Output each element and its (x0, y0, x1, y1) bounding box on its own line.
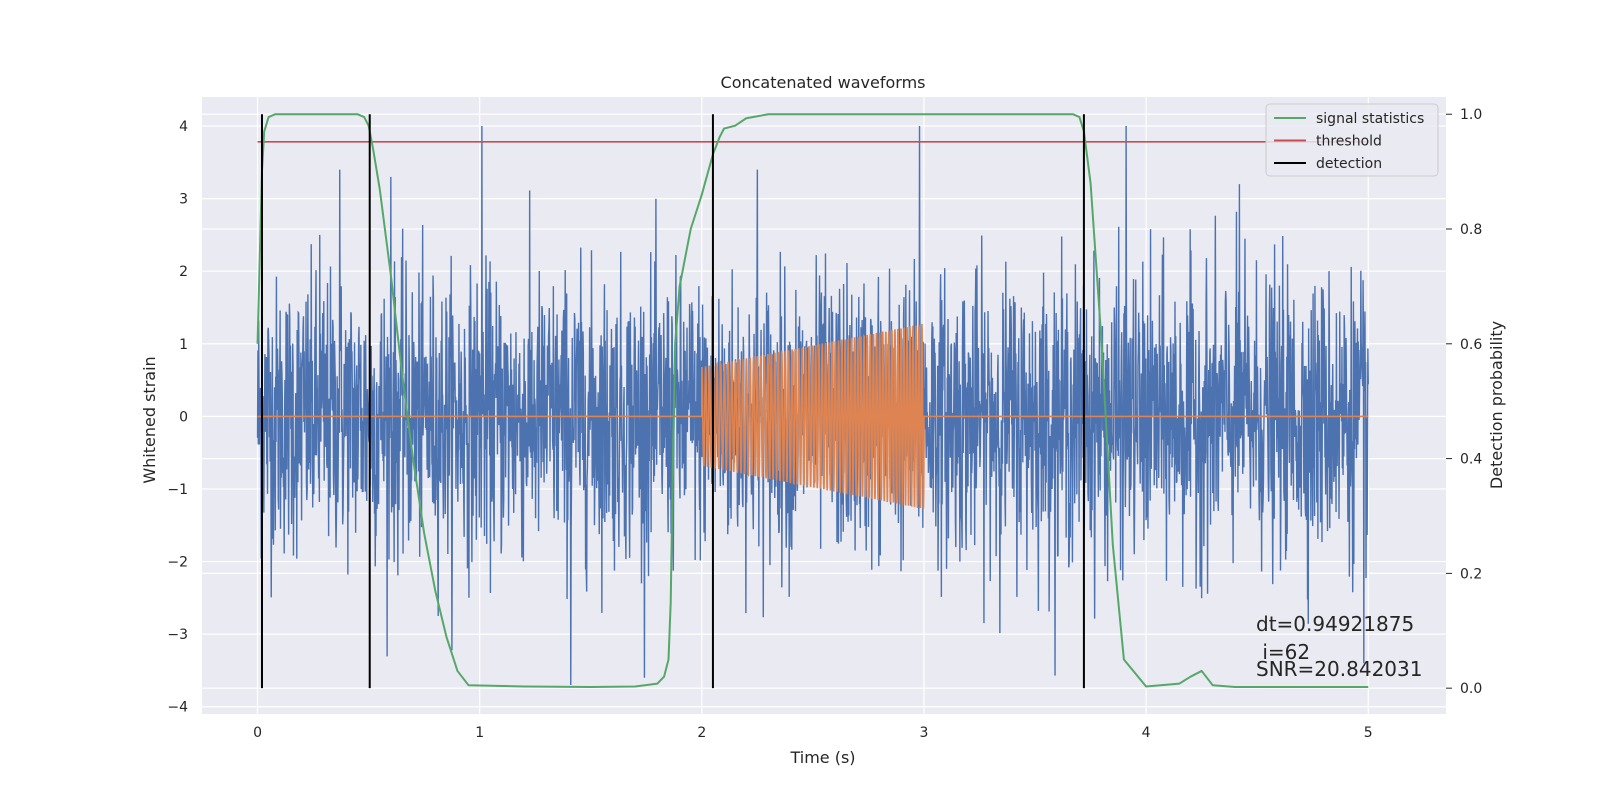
legend-label-threshold: threshold (1316, 134, 1382, 150)
y-tick-label: −3 (167, 627, 188, 643)
legend-box (1265, 103, 1439, 177)
legend-label-signal-statistics: signal statistics (1316, 111, 1424, 127)
y-tick-label: 4 (179, 119, 188, 135)
x-axis-ticks: 0 1 2 3 4 5 (253, 725, 1373, 741)
y-right-tick-label: 1.0 (1460, 107, 1482, 123)
x-tick-label: 4 (1142, 725, 1151, 741)
x-tick-label: 0 (253, 725, 262, 741)
y-axis-label: Whitened strain (140, 356, 159, 483)
chart-title: Concatenated waveforms (721, 73, 926, 92)
template-series-line (257, 323, 1369, 509)
y-right-tick-label: 0.8 (1460, 222, 1482, 238)
y-tick-label: −1 (167, 482, 188, 498)
annotation-snr: SNR=20.842031 (1256, 657, 1422, 681)
x-tick-label: 5 (1364, 725, 1373, 741)
y-right-tick-label: 0.2 (1460, 566, 1482, 582)
y-right-tick-label: 0.0 (1460, 681, 1482, 697)
y-tick-label: 3 (179, 192, 188, 208)
x-axis-label: Time (s) (789, 748, 855, 767)
y-right-axis-ticks: 0.0 0.2 0.4 0.6 0.8 1.0 (1446, 107, 1482, 697)
annotation-index: i=62 (1256, 640, 1310, 664)
y-tick-label: 0 (179, 409, 188, 425)
series-layer (256, 113, 1369, 689)
legend: signal statistics threshold detection (1265, 103, 1439, 177)
annotation-dt: dt=0.94921875 (1256, 612, 1414, 636)
x-tick-label: 3 (920, 725, 929, 741)
x-tick-label: 1 (475, 725, 484, 741)
legend-label-detection: detection (1316, 156, 1382, 172)
y-right-tick-label: 0.4 (1460, 452, 1482, 468)
y-right-tick-label: 0.6 (1460, 337, 1482, 353)
x-tick-label: 2 (697, 725, 706, 741)
y-axis-ticks: −4 −3 −2 −1 0 1 2 3 4 (167, 119, 188, 716)
y-tick-label: −4 (167, 700, 188, 716)
y-tick-label: 1 (179, 337, 188, 353)
y-tick-label: −2 (167, 555, 188, 571)
y-right-axis-label: Detection probability (1487, 321, 1506, 489)
y-tick-label: 2 (179, 264, 188, 280)
signal-statistics-line (256, 113, 1369, 689)
